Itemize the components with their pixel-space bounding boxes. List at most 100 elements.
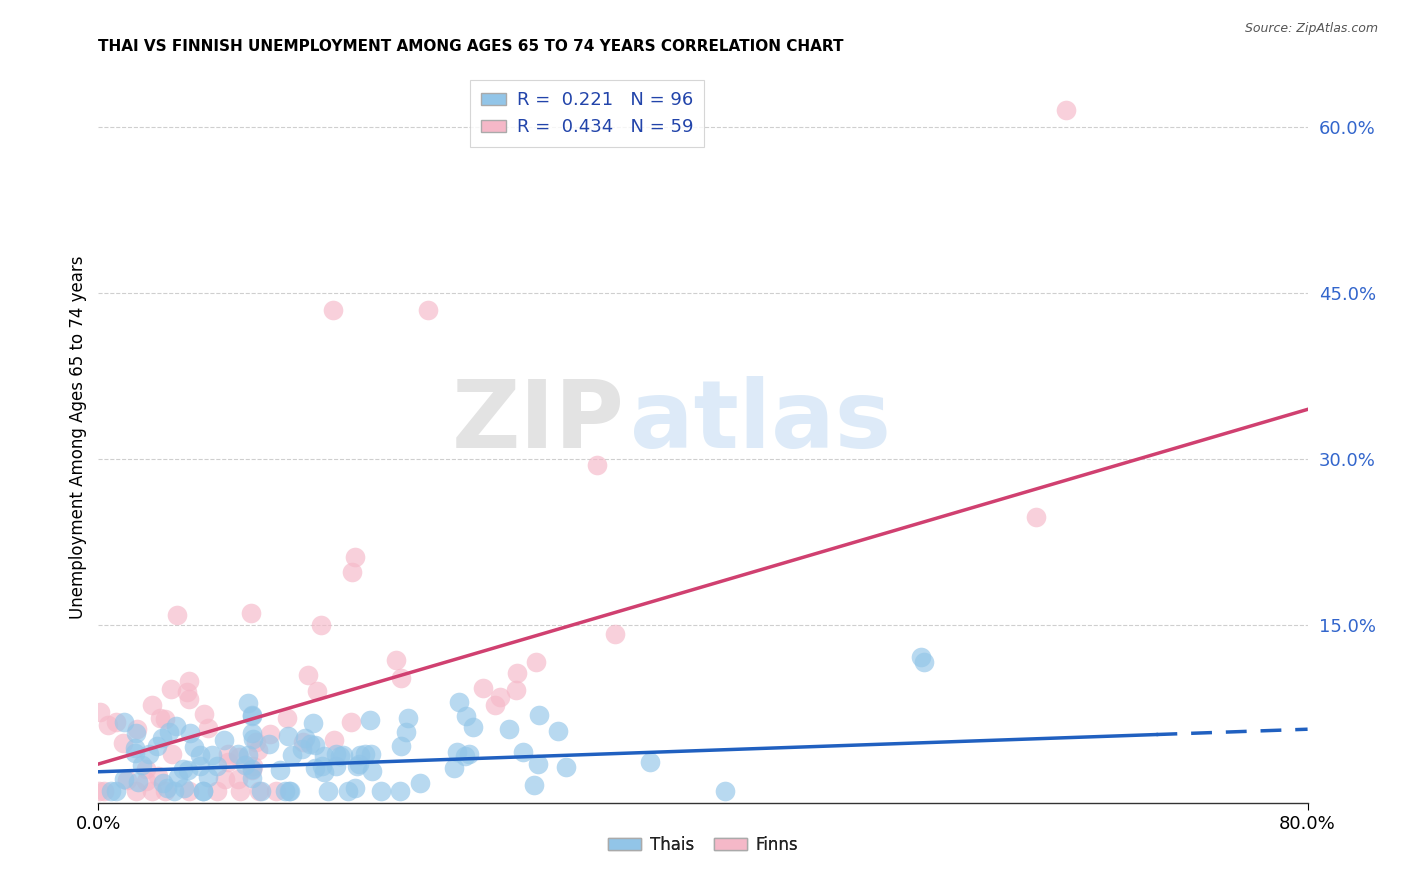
Point — [555, 760, 578, 774]
Point — [240, 772, 263, 786]
Point — [242, 759, 264, 773]
Point — [207, 758, 229, 772]
Point — [188, 747, 211, 762]
Point — [446, 746, 468, 760]
Point — [264, 783, 287, 797]
Point — [205, 783, 228, 797]
Point — [115, 773, 138, 788]
Point — [484, 698, 506, 712]
Point — [217, 747, 239, 761]
Point — [179, 726, 201, 740]
Point — [190, 758, 212, 772]
Point — [281, 747, 304, 762]
Point — [291, 734, 314, 748]
Point — [93, 783, 115, 797]
Point — [359, 713, 381, 727]
Point — [183, 740, 205, 755]
Point — [197, 771, 219, 785]
Point — [89, 783, 111, 797]
Point — [301, 716, 323, 731]
Point — [349, 757, 371, 772]
Point — [104, 783, 127, 797]
Point — [176, 685, 198, 699]
Point — [193, 706, 215, 721]
Point — [163, 783, 186, 797]
Point — [135, 762, 157, 776]
Point — [396, 711, 419, 725]
Point — [385, 653, 408, 667]
Point — [238, 748, 260, 763]
Point — [409, 776, 432, 790]
Point — [454, 748, 477, 763]
Point — [240, 726, 263, 740]
Point — [100, 783, 122, 797]
Point — [489, 690, 512, 704]
Point — [329, 748, 352, 763]
Point — [471, 681, 494, 695]
Point — [124, 741, 146, 756]
Point — [259, 737, 281, 751]
Point — [177, 763, 200, 777]
Text: ZIP: ZIP — [451, 376, 624, 468]
Point — [346, 758, 368, 772]
Point — [325, 747, 347, 761]
Point — [228, 749, 250, 764]
Point — [311, 759, 333, 773]
Point — [297, 668, 319, 682]
Point — [527, 708, 550, 723]
Point — [112, 736, 135, 750]
Point — [294, 731, 316, 745]
Point — [305, 683, 328, 698]
Point — [298, 737, 321, 751]
Point — [278, 783, 301, 797]
Point — [172, 762, 194, 776]
Point — [353, 747, 375, 761]
Point — [304, 761, 326, 775]
Point — [247, 783, 270, 797]
Point — [910, 650, 932, 665]
Point — [360, 747, 382, 761]
Point — [89, 705, 111, 719]
Point — [138, 747, 160, 762]
Point — [104, 715, 127, 730]
Point — [166, 770, 188, 784]
Point — [322, 302, 344, 317]
Point — [150, 731, 173, 745]
Point — [274, 783, 297, 797]
Y-axis label: Unemployment Among Ages 65 to 74 years: Unemployment Among Ages 65 to 74 years — [69, 255, 87, 619]
Text: Source: ZipAtlas.com: Source: ZipAtlas.com — [1244, 22, 1378, 36]
Point — [240, 709, 263, 723]
Point — [240, 707, 263, 722]
Point — [458, 747, 481, 761]
Point — [276, 711, 298, 725]
Point — [461, 720, 484, 734]
Point — [638, 755, 661, 769]
Point — [523, 778, 546, 792]
Point — [214, 772, 236, 786]
Point — [512, 745, 534, 759]
Point — [135, 773, 157, 788]
Point — [713, 783, 735, 797]
Point — [506, 666, 529, 681]
Point — [112, 772, 135, 787]
Point — [226, 747, 249, 761]
Point — [124, 783, 146, 797]
Point — [547, 724, 569, 739]
Point — [388, 783, 411, 797]
Point — [124, 747, 146, 761]
Point — [197, 721, 219, 735]
Point — [146, 739, 169, 753]
Point — [498, 722, 520, 736]
Point — [1054, 103, 1077, 117]
Point — [146, 770, 169, 784]
Point — [242, 763, 264, 777]
Point — [325, 759, 347, 773]
Point — [233, 758, 256, 772]
Point — [278, 783, 301, 797]
Point — [309, 618, 332, 632]
Point — [443, 761, 465, 775]
Point — [131, 757, 153, 772]
Point — [247, 743, 270, 757]
Point — [312, 748, 335, 763]
Point — [447, 695, 470, 709]
